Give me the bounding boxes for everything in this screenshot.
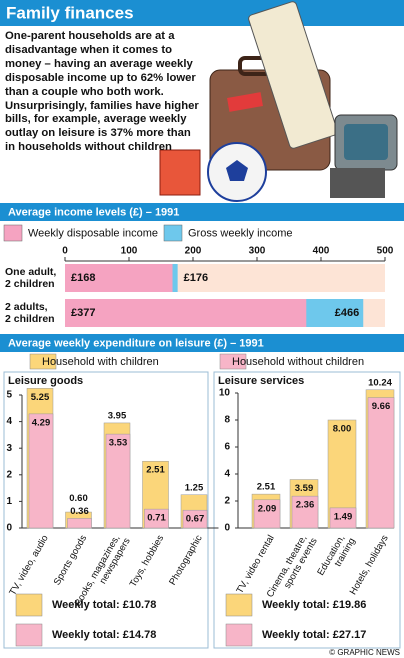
panel-title: Leisure services xyxy=(218,375,304,387)
illustration xyxy=(159,1,398,202)
y-tick-label: 0 xyxy=(224,523,230,534)
value-label: 0.67 xyxy=(186,514,205,525)
total-swatch xyxy=(225,593,253,617)
bar xyxy=(182,509,208,529)
value-label: 3.59 xyxy=(295,483,314,494)
category-label: 2 adults, 2 children xyxy=(5,301,55,325)
bar xyxy=(291,495,319,529)
credit: © GRAPHIC NEWS xyxy=(329,648,400,657)
bar xyxy=(144,508,169,529)
legend-swatch xyxy=(29,353,57,370)
value-label: 9.66 xyxy=(372,401,391,412)
total-swatch xyxy=(225,623,253,647)
legend-label: Household with children xyxy=(42,356,159,368)
x-tick-label: 300 xyxy=(249,246,266,257)
value-label: 2.36 xyxy=(296,500,315,511)
value-label: £466 xyxy=(335,307,359,319)
value-label: 4.29 xyxy=(32,417,51,428)
y-tick-label: 2 xyxy=(224,496,230,507)
value-label: 3.95 xyxy=(108,410,127,421)
legend-label: Weekly disposable income xyxy=(28,227,158,239)
value-label: 0.36 xyxy=(70,506,89,517)
bar xyxy=(28,413,54,529)
legend-swatch xyxy=(219,353,247,370)
total-label: Weekly total: £19.86 xyxy=(262,599,366,611)
y-tick-label: 4 xyxy=(6,416,12,427)
value-label: £377 xyxy=(71,307,95,319)
value-label: 1.49 xyxy=(334,511,353,522)
intro-text: One-parent households are at a disadvant… xyxy=(5,30,199,154)
x-tick-label: 100 xyxy=(121,246,138,257)
value-label: 2.51 xyxy=(146,465,165,476)
panel-title: Leisure goods xyxy=(8,375,83,387)
y-tick-label: 1 xyxy=(6,496,12,507)
x-tick-label: 400 xyxy=(313,246,330,257)
title-bar xyxy=(0,0,404,26)
section-bar xyxy=(0,203,404,221)
title: Family finances xyxy=(6,3,134,22)
legend-label: Household without children xyxy=(232,356,364,368)
value-label: 10.24 xyxy=(368,377,392,388)
value-label: 0.71 xyxy=(147,513,166,524)
value-label: 2.09 xyxy=(258,503,277,514)
bar xyxy=(329,507,357,529)
total-label: Weekly total: £27.17 xyxy=(262,629,366,641)
y-tick-label: 4 xyxy=(224,469,230,480)
value-label: 3.53 xyxy=(109,438,128,449)
total-swatch xyxy=(15,593,43,617)
y-tick-label: 0 xyxy=(6,523,12,534)
value-label: 0.60 xyxy=(69,493,88,504)
total-swatch xyxy=(15,623,43,647)
bar xyxy=(253,499,281,529)
section-bar xyxy=(0,334,404,352)
y-tick-label: 5 xyxy=(6,390,12,401)
y-tick-label: 3 xyxy=(6,443,12,454)
legend-swatch xyxy=(163,224,183,242)
value-label: 5.25 xyxy=(31,392,50,403)
y-tick-label: 6 xyxy=(224,442,230,453)
section-title: Average weekly expenditure on leisure (£… xyxy=(8,337,264,349)
section-title: Average income levels (£) – 1991 xyxy=(8,206,179,218)
bar xyxy=(65,264,173,292)
value-label: £168 xyxy=(71,272,95,284)
bar xyxy=(67,518,92,529)
legend-label: Gross weekly income xyxy=(188,227,293,239)
x-tick-label: 200 xyxy=(185,246,202,257)
value-label: 1.25 xyxy=(185,482,204,493)
y-tick-label: 2 xyxy=(6,469,12,480)
legend-swatch xyxy=(3,224,23,242)
x-tick-label: 0 xyxy=(62,246,68,257)
value-label: 2.51 xyxy=(257,482,276,493)
total-label: Weekly total: £14.78 xyxy=(52,629,156,641)
bar xyxy=(367,397,395,529)
y-tick-label: 8 xyxy=(224,415,230,426)
y-tick-label: 10 xyxy=(219,388,231,399)
x-tick-label: 500 xyxy=(377,246,394,257)
value-label: £176 xyxy=(184,272,208,284)
category-label: One adult, 2 children xyxy=(5,266,59,290)
bar xyxy=(65,299,307,327)
value-label: 8.00 xyxy=(333,424,352,435)
bar xyxy=(105,433,131,529)
total-label: Weekly total: £10.78 xyxy=(52,599,156,611)
